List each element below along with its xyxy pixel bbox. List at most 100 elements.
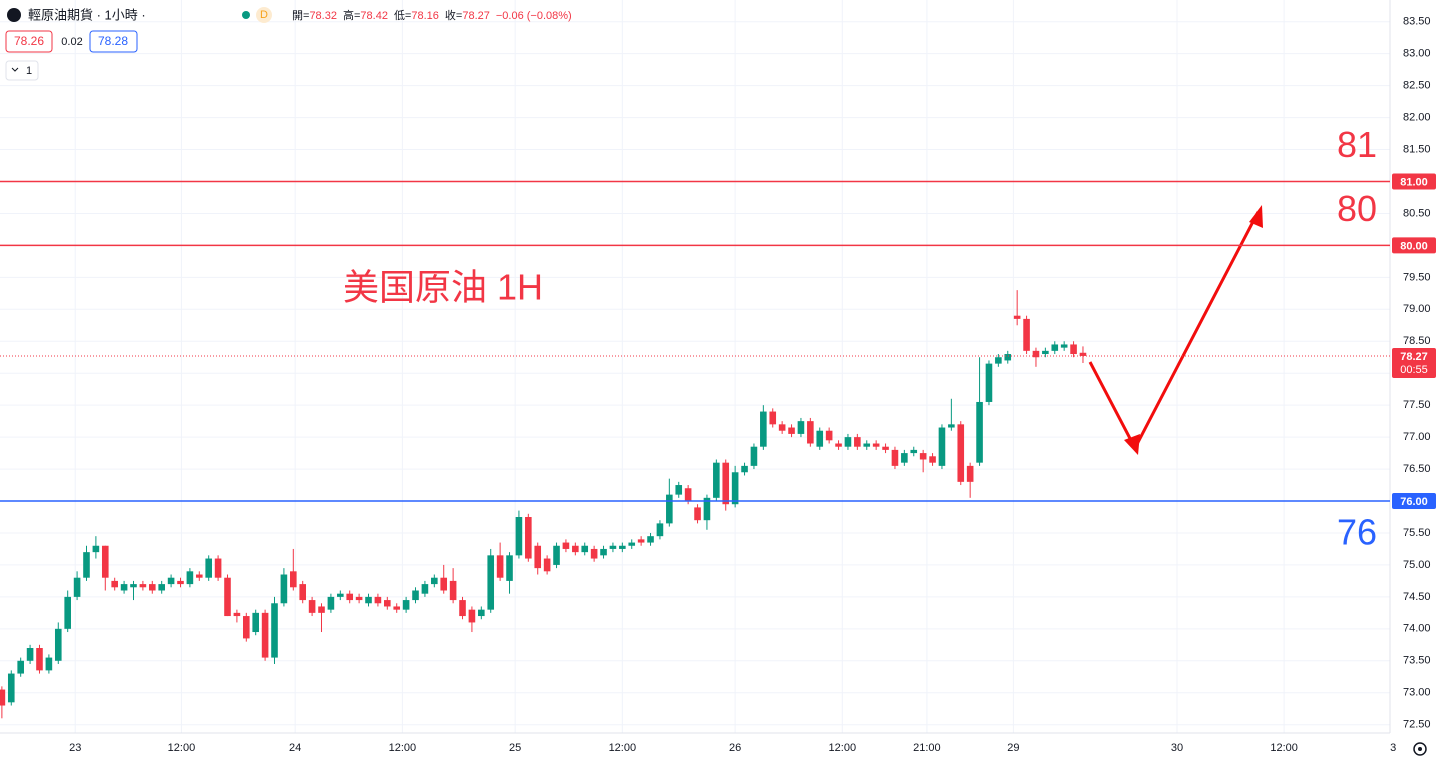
y-tick-label: 82.50 (1403, 80, 1431, 92)
y-tick-label: 73.00 (1403, 687, 1431, 699)
settings-icon-dot (1418, 747, 1422, 751)
x-tick-label: 23 (69, 742, 81, 754)
ohlc-value: 78.42 (360, 10, 388, 22)
candle-body (440, 577, 448, 591)
candle-body (769, 411, 777, 425)
candle-body (863, 443, 871, 447)
price-tag (1392, 173, 1436, 190)
candle-body (957, 424, 965, 482)
x-tick-label: 21:00 (913, 742, 941, 754)
price-tag (1392, 493, 1436, 510)
bid-box[interactable] (5, 30, 53, 53)
candle-body (261, 612, 269, 658)
candle-body (581, 545, 589, 553)
candle-body (760, 411, 767, 447)
candle-body (647, 536, 654, 543)
y-tick-label: 83.50 (1403, 16, 1431, 28)
candle-body (515, 516, 523, 556)
ohlc-legend: 開= 78.32 高= 78.42 低= 78.16 收= 78.27 −0.06 (−0.08… (292, 8, 572, 22)
candle-body (985, 363, 993, 402)
badge: D (260, 9, 268, 21)
candle-body (816, 430, 824, 447)
candle-body (609, 545, 617, 549)
change: −0.06 (−0.08%) (496, 10, 572, 22)
price-tag-label: 81.00 (1400, 176, 1428, 188)
candle-body (553, 545, 560, 565)
candle-body (590, 548, 598, 559)
y-tick-label: 75.50 (1403, 527, 1431, 539)
ask-box[interactable] (89, 30, 138, 53)
candle-body (1032, 350, 1040, 358)
chevron (11, 67, 19, 72)
candle-body (64, 596, 71, 629)
y-tick-label: 79.50 (1403, 271, 1431, 283)
symbol-icon (7, 8, 21, 22)
indicator-toggle[interactable] (5, 60, 39, 81)
candle-body (308, 600, 316, 613)
candle-body (26, 648, 34, 661)
x-tick-label: 24 (289, 742, 301, 754)
settings-icon[interactable] (1413, 742, 1427, 756)
candle-body (1013, 315, 1021, 319)
candle-body (337, 593, 344, 597)
y-tick-label: 76.50 (1403, 463, 1431, 475)
candle-body (844, 437, 852, 447)
y-tick-label: 77.50 (1403, 399, 1431, 411)
candle-body (393, 606, 401, 610)
candle-body (431, 577, 438, 585)
ohlc-label: 開= (292, 9, 309, 22)
candle-body (167, 577, 175, 585)
candle-body (412, 590, 419, 601)
candle-body (299, 584, 307, 601)
candle-body (449, 580, 457, 601)
projection-arrow (1088, 205, 1263, 455)
candle-body (402, 600, 410, 610)
candle-body (713, 462, 720, 498)
level-label: 81 (1337, 124, 1377, 165)
candle-body (788, 427, 795, 434)
candle-body (459, 600, 466, 617)
candle-body (7, 673, 15, 703)
y-tick-label: 74.00 (1403, 623, 1431, 635)
candle-body (92, 545, 100, 553)
candle-body (365, 596, 372, 604)
candle-body (1023, 318, 1030, 351)
candle-body (327, 596, 335, 610)
candle-body (83, 552, 90, 578)
bid: 78.26 (14, 34, 44, 48)
candle-body (703, 497, 711, 521)
x-tick-label: 29 (1007, 742, 1019, 754)
countdown: 00:55 (1400, 364, 1428, 376)
candle-body (1079, 352, 1087, 356)
y-tick-label: 78.50 (1403, 335, 1431, 347)
y-tick-label: 81.50 (1403, 143, 1431, 155)
candle-body (0, 689, 6, 706)
candle-body (1042, 350, 1049, 355)
level-label: 80 (1337, 188, 1377, 229)
candle-body (374, 596, 382, 604)
candle-body (233, 612, 241, 617)
candle-body (252, 612, 260, 633)
badge-bg (256, 7, 272, 23)
candle-body (835, 443, 842, 447)
arrow-path (1088, 211, 1260, 452)
status-dot (242, 11, 250, 19)
candle-body (177, 580, 184, 585)
candle-body (572, 545, 579, 553)
x-tick-label: 12:00 (609, 742, 637, 754)
candle-body (17, 660, 24, 674)
candle-body (600, 548, 607, 556)
candle-body (525, 516, 532, 559)
candle-body (421, 584, 429, 594)
indicator-count: 1 (26, 65, 32, 77)
level-label: 76 (1337, 512, 1377, 553)
candle-body (938, 427, 946, 466)
price-tag-label: 76.00 (1400, 496, 1428, 508)
candle-body (214, 558, 222, 578)
candle-body (534, 545, 542, 569)
candle-body (36, 648, 43, 671)
arrow-head (1124, 434, 1140, 455)
candle-body (948, 424, 955, 428)
